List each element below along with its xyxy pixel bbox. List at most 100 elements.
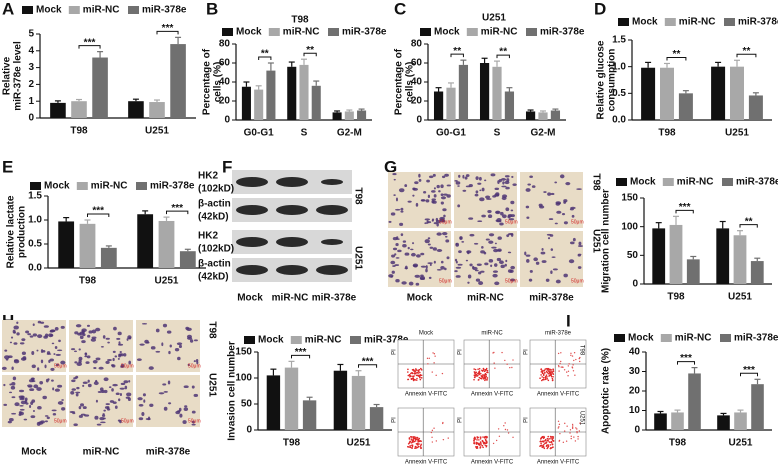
stained-cell <box>94 415 99 420</box>
event-dot <box>411 447 414 449</box>
event-dot <box>563 369 566 371</box>
legend-label: miR-NC <box>675 333 712 344</box>
stained-cell <box>391 254 396 258</box>
x-tick-label: T98 <box>283 438 301 449</box>
bar <box>492 66 502 120</box>
stained-cell <box>43 325 49 328</box>
stained-cell <box>493 248 499 253</box>
stained-cell <box>496 257 502 262</box>
y-axis-label: Percentage ofcells (%) <box>201 48 223 115</box>
band-name: HK2 <box>198 171 218 182</box>
bar <box>137 214 154 268</box>
stained-cell <box>57 401 64 405</box>
event-dot <box>541 370 544 373</box>
stained-cell <box>433 187 436 190</box>
legend-label: miR-378e <box>150 181 195 192</box>
bar <box>357 110 367 120</box>
stained-cell <box>424 218 430 221</box>
event-dot <box>579 356 581 359</box>
stained-cell <box>415 202 419 207</box>
event-dot <box>485 375 488 378</box>
stained-cell <box>425 265 428 270</box>
stained-cell <box>104 406 109 409</box>
stained-cell <box>57 384 63 388</box>
bar <box>750 261 764 284</box>
stained-cell <box>390 212 396 216</box>
event-dot <box>546 446 549 449</box>
scale-bar-label: 50μm <box>54 418 67 424</box>
blot-band <box>236 205 268 215</box>
event-dot <box>480 376 483 378</box>
stained-cell <box>474 269 479 272</box>
stained-cell <box>494 242 497 245</box>
stained-cell <box>433 194 437 198</box>
stained-cell <box>531 185 536 188</box>
stained-cell <box>36 349 39 352</box>
event-dot <box>577 435 579 438</box>
stained-cell <box>528 278 533 282</box>
stained-cell <box>559 174 565 179</box>
stained-cell <box>497 236 502 240</box>
stained-cell <box>183 385 189 389</box>
bar <box>128 101 144 118</box>
significance-bracket <box>358 364 378 368</box>
legend-swatch <box>614 334 625 342</box>
stained-cell <box>128 380 131 383</box>
legend-label: miR-378e <box>364 335 409 346</box>
stained-cell <box>524 251 527 256</box>
stained-cell <box>473 242 479 245</box>
stained-cell <box>440 196 447 200</box>
y-tick-label: 1.5 <box>612 35 626 46</box>
stained-cell <box>440 260 444 264</box>
legend-swatch <box>466 28 478 36</box>
y-tick-label: 0.0 <box>612 115 626 126</box>
bar <box>100 247 117 268</box>
event-dot <box>550 373 553 376</box>
event-dot <box>566 425 568 427</box>
event-dot <box>416 442 419 445</box>
event-dot <box>411 445 414 448</box>
panel-label: I <box>566 311 571 330</box>
stained-cell <box>469 263 473 267</box>
stained-cell <box>116 337 121 340</box>
stained-cell <box>115 392 120 396</box>
event-dot <box>412 438 415 440</box>
stained-cell <box>455 181 461 185</box>
significance-bracket <box>666 56 687 61</box>
y-tick-label: 40 <box>219 77 231 88</box>
stained-cell <box>481 214 486 218</box>
event-dot <box>573 351 576 354</box>
stained-cell <box>432 247 437 251</box>
stained-cell <box>9 383 12 386</box>
event-dot <box>416 371 418 374</box>
stained-cell <box>457 263 463 266</box>
significance-label: *** <box>92 206 104 217</box>
stained-cell <box>455 242 460 247</box>
event-dot <box>504 359 506 362</box>
significance-bracket <box>736 53 757 58</box>
event-dot <box>541 378 544 381</box>
bar <box>538 112 548 120</box>
stained-cell <box>61 407 66 411</box>
stained-cell <box>32 333 38 337</box>
stained-cell <box>169 344 172 348</box>
stained-cell <box>40 321 45 324</box>
blot-band <box>316 205 348 215</box>
stained-cell <box>510 233 514 237</box>
event-dot <box>417 372 420 374</box>
stained-cell <box>5 358 9 361</box>
event-dot <box>407 368 409 371</box>
stained-cell <box>548 218 554 221</box>
stained-cell <box>571 214 575 218</box>
stained-cell <box>424 222 428 225</box>
stained-cell <box>86 324 90 327</box>
event-dot <box>483 443 485 445</box>
event-dot <box>410 378 413 381</box>
stained-cell <box>9 391 13 394</box>
stained-cell <box>525 254 531 257</box>
event-dot <box>577 438 579 440</box>
event-dot <box>544 377 547 379</box>
band-name: β-actin <box>198 259 231 270</box>
lane-label: miR-378e <box>545 331 572 337</box>
significance-bracket <box>87 213 110 217</box>
